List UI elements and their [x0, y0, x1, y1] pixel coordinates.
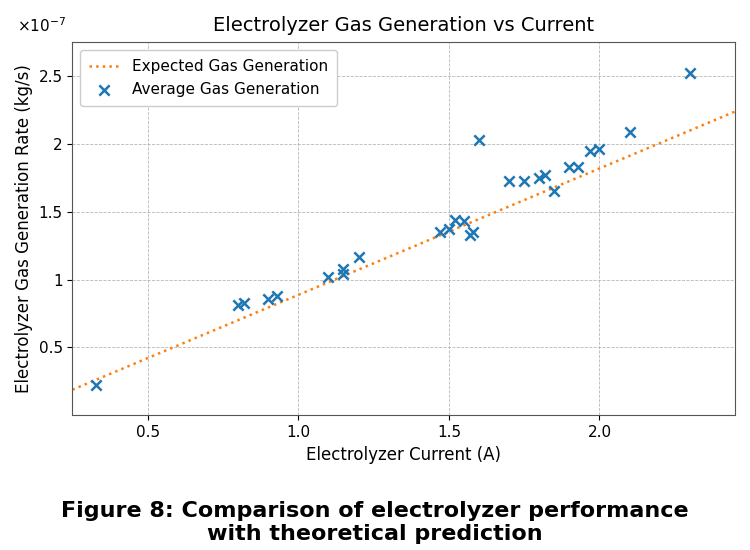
Average Gas Generation	[352, 252, 364, 261]
Average Gas Generation	[593, 145, 605, 154]
Average Gas Generation	[473, 135, 485, 144]
Expected Gas Generation	[460, 222, 470, 228]
Y-axis label: Electrolyzer Gas Generation Rate (kg/s): Electrolyzer Gas Generation Rate (kg/s)	[15, 64, 33, 393]
Average Gas Generation	[232, 301, 244, 310]
Average Gas Generation	[272, 292, 284, 300]
Average Gas Generation	[458, 217, 470, 226]
Average Gas Generation	[533, 173, 545, 182]
Expected Gas Generation	[68, 387, 77, 393]
Average Gas Generation	[572, 163, 584, 172]
Average Gas Generation	[433, 228, 445, 236]
Title: Electrolyzer Gas Generation vs Current: Electrolyzer Gas Generation vs Current	[213, 16, 594, 35]
Average Gas Generation	[684, 69, 696, 78]
Average Gas Generation	[322, 272, 334, 281]
Line: Expected Gas Generation: Expected Gas Generation	[73, 112, 735, 390]
Average Gas Generation	[623, 127, 635, 136]
Average Gas Generation	[518, 176, 530, 185]
Average Gas Generation	[464, 230, 476, 239]
Expected Gas Generation	[626, 152, 635, 158]
Average Gas Generation	[503, 176, 515, 185]
Average Gas Generation	[584, 146, 596, 155]
Average Gas Generation	[338, 265, 350, 273]
X-axis label: Electrolyzer Current (A): Electrolyzer Current (A)	[306, 446, 501, 464]
Average Gas Generation	[449, 216, 461, 224]
Expected Gas Generation	[462, 221, 471, 228]
Legend: Expected Gas Generation, Average Gas Generation: Expected Gas Generation, Average Gas Gen…	[80, 50, 338, 106]
Expected Gas Generation	[70, 386, 79, 392]
Average Gas Generation	[563, 163, 575, 172]
Average Gas Generation	[91, 381, 103, 390]
Average Gas Generation	[539, 170, 551, 179]
Average Gas Generation	[443, 225, 455, 234]
Average Gas Generation	[262, 294, 274, 303]
Text: Figure 8: Comparison of electrolyzer performance
with theoretical prediction: Figure 8: Comparison of electrolyzer per…	[62, 501, 689, 544]
Text: $\times\mathregular{10^{-7}}$: $\times\mathregular{10^{-7}}$	[16, 16, 66, 35]
Average Gas Generation	[238, 298, 250, 307]
Average Gas Generation	[338, 270, 350, 278]
Average Gas Generation	[467, 228, 479, 236]
Expected Gas Generation	[730, 108, 740, 115]
Expected Gas Generation	[668, 134, 677, 141]
Expected Gas Generation	[473, 216, 482, 223]
Average Gas Generation	[548, 187, 560, 196]
